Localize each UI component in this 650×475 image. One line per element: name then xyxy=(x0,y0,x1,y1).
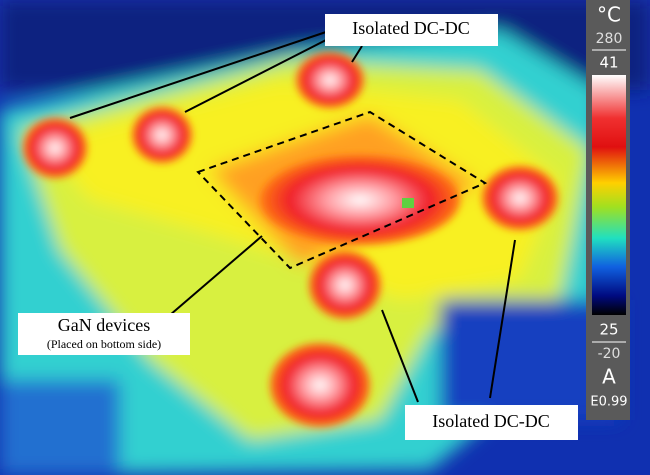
emissivity: E0.99 xyxy=(590,395,627,410)
label-top: Isolated DC-DC xyxy=(325,14,498,46)
span-max: 41 xyxy=(599,54,618,72)
span-min: 25 xyxy=(599,321,618,339)
thermal-screenshot: °C 280 41 25 -20 A E0.99 Isolated DC-DC … xyxy=(0,0,650,475)
mode: A xyxy=(602,365,616,389)
label-note: (Placed on bottom side) xyxy=(47,337,161,351)
label-bottom: Isolated DC-DC xyxy=(405,405,578,440)
label-text: Isolated DC-DC xyxy=(432,411,549,431)
label-text: GaN devices xyxy=(58,315,150,335)
unit: °C xyxy=(597,3,621,27)
thermal-image xyxy=(0,0,650,475)
label-text: Isolated DC-DC xyxy=(352,18,469,38)
range-min: -20 xyxy=(598,346,621,362)
color-bar-panel: °C 280 41 25 -20 A E0.99 xyxy=(586,0,630,420)
color-scale xyxy=(592,75,626,315)
label-gan: GaN devices (Placed on bottom side) xyxy=(18,313,190,355)
range-max: 280 xyxy=(596,31,623,47)
